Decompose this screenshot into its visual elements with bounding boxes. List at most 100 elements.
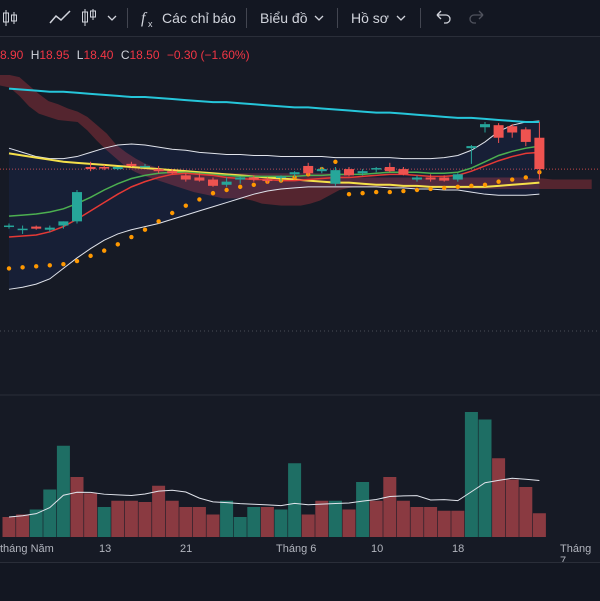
- psar-dot: [156, 219, 161, 224]
- psar-dot: [88, 253, 93, 259]
- candle-body: [493, 125, 504, 138]
- volume-bar: [532, 513, 546, 537]
- psar-dot: [61, 262, 66, 267]
- x-axis-label: 21: [180, 543, 193, 555]
- candle-body: [126, 163, 137, 166]
- bollinger-band-fill: [9, 121, 540, 290]
- candle-body: [371, 168, 382, 170]
- chevron-down-icon[interactable]: [106, 0, 118, 36]
- profile-menu-label: Hồ sơ: [351, 10, 389, 26]
- chevron-down-icon: [315, 15, 324, 21]
- psar-dot: [197, 197, 202, 202]
- volume-bar: [138, 502, 152, 537]
- candle-body: [221, 181, 232, 185]
- candle-body: [330, 170, 341, 184]
- psar-dot: [6, 266, 12, 271]
- candle-body: [289, 172, 300, 175]
- bar-style-icon[interactable]: [2, 0, 20, 36]
- psar-dot: [102, 248, 107, 253]
- volume-bar: [165, 500, 179, 537]
- psar-dot: [428, 186, 433, 192]
- volume-bar: [220, 500, 234, 537]
- volume-bar: [2, 517, 16, 537]
- psar-dot: [20, 265, 25, 270]
- volume-bar: [451, 510, 465, 537]
- high-value: 18.95: [39, 48, 70, 62]
- psar-dot: [74, 258, 80, 264]
- chart-menu-button[interactable]: Biểu đồ: [260, 0, 327, 36]
- candle-body: [194, 177, 205, 181]
- svg-text:x: x: [148, 19, 153, 29]
- psar-dot: [510, 177, 515, 182]
- moving-average-slow-line: [8, 152, 540, 188]
- change-value: −0.30 (−1.60%): [166, 48, 250, 62]
- candle-body: [534, 137, 545, 170]
- volume-bar: [192, 507, 206, 537]
- volume-bar: [519, 487, 533, 537]
- candle-body: [357, 171, 368, 174]
- psar-dot: [442, 185, 447, 191]
- candle-body: [507, 126, 518, 133]
- volume-bar: [43, 489, 57, 537]
- volume-bar: [342, 509, 356, 537]
- bollinger-lower-line: [8, 186, 540, 290]
- bollinger-upper-line: [8, 120, 540, 160]
- x-axis-label: 13: [99, 543, 112, 555]
- moving-average-long-line: [8, 87, 540, 124]
- price-chart[interactable]: [0, 64, 600, 542]
- candle-body: [4, 225, 14, 228]
- psar-dot: [129, 234, 134, 240]
- candle-body: [153, 169, 164, 172]
- volume-bar: [97, 507, 111, 537]
- volume-bar: [505, 479, 519, 537]
- x-axis-label: 18: [452, 543, 465, 555]
- moving-average-fast-line: [8, 151, 540, 238]
- candle-body: [167, 171, 178, 174]
- volume-bar: [124, 500, 138, 537]
- psar-dot: [374, 189, 379, 195]
- candle-body: [235, 177, 246, 180]
- psar-dot: [238, 184, 243, 190]
- profile-menu-button[interactable]: Hồ sơ: [351, 0, 409, 36]
- psar-dot: [482, 182, 488, 187]
- volume-bar: [233, 517, 247, 537]
- redo-icon[interactable]: [466, 0, 488, 36]
- line-chart-icon[interactable]: [48, 0, 72, 36]
- volume-bar: [383, 477, 397, 537]
- chevron-down-icon: [396, 15, 406, 21]
- x-axis-label: 10: [371, 543, 384, 555]
- psar-dot: [115, 242, 121, 247]
- moving-average-mid-line: [8, 145, 540, 217]
- volume-bar: [369, 500, 383, 537]
- chart-menu-label: Biểu đồ: [260, 10, 308, 26]
- candle-body: [439, 177, 450, 181]
- candle-body: [72, 192, 82, 222]
- psar-dot: [333, 159, 338, 164]
- volume-bar: [424, 507, 438, 537]
- candle-style-icon[interactable]: [80, 0, 98, 36]
- volume-bar: [492, 458, 506, 537]
- psar-dot: [47, 263, 52, 268]
- indicators-button[interactable]: f x Các chỉ báo: [138, 0, 236, 36]
- psar-dot: [142, 227, 148, 232]
- candle-body: [303, 165, 314, 174]
- candle-body: [85, 167, 96, 170]
- psar-dot: [224, 187, 229, 193]
- close-key: C: [120, 48, 130, 62]
- psar-dot: [401, 188, 406, 194]
- volume-bar: [396, 500, 410, 537]
- candle-body: [99, 167, 110, 169]
- psar-dot: [210, 190, 216, 196]
- volume-bar: [29, 509, 43, 537]
- psar-dot: [414, 187, 420, 193]
- volume-bar: [70, 477, 84, 537]
- psar-dot: [387, 189, 392, 195]
- low-key: L: [76, 48, 84, 62]
- candle-body: [180, 175, 191, 180]
- candle-body: [17, 228, 28, 231]
- volume-bar: [410, 507, 424, 537]
- undo-icon[interactable]: [432, 0, 454, 36]
- volume-bar: [260, 507, 274, 537]
- candle-body: [316, 169, 327, 172]
- low-value: 18.40: [83, 48, 114, 62]
